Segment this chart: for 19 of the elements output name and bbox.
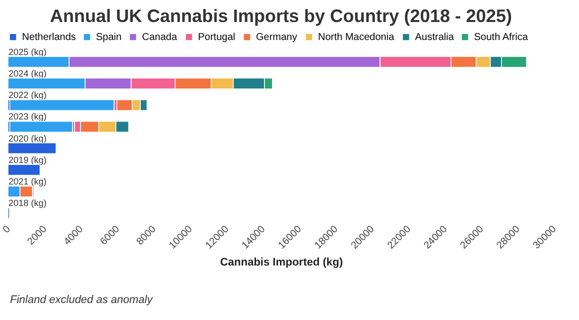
y-tick-label: 2021 (kg) — [8, 176, 47, 187]
legend-label: Portugal — [198, 32, 236, 44]
y-tick-label: 2018 (kg) — [8, 198, 47, 208]
legend-label: North Macedonia — [318, 32, 395, 44]
legend-label: Netherlands — [22, 32, 76, 44]
y-tick-label: 2022 (kg) — [8, 90, 47, 100]
x-axis-title: Cannabis Imported (kg) — [220, 256, 344, 269]
legend-label: Germany — [256, 32, 298, 44]
x-tick-label: 0 — [1, 224, 14, 236]
legend-label: South Africa — [474, 32, 528, 44]
legend-label: Canada — [142, 32, 178, 44]
y-tick-label: 2025 (kg) — [8, 46, 47, 57]
legend-label: Spain — [96, 32, 122, 44]
y-tick-label: 2019 (kg) — [8, 154, 47, 165]
y-tick-label: 2024 (kg) — [8, 68, 47, 78]
text: Finland excluded as anomaly — [10, 294, 152, 306]
legend-label: Australia — [415, 32, 454, 44]
y-tick-label: 2023 (kg) — [8, 112, 47, 122]
chart-title: Annual UK Cannabis Imports by Country (2018 - 2025) — [50, 6, 512, 26]
